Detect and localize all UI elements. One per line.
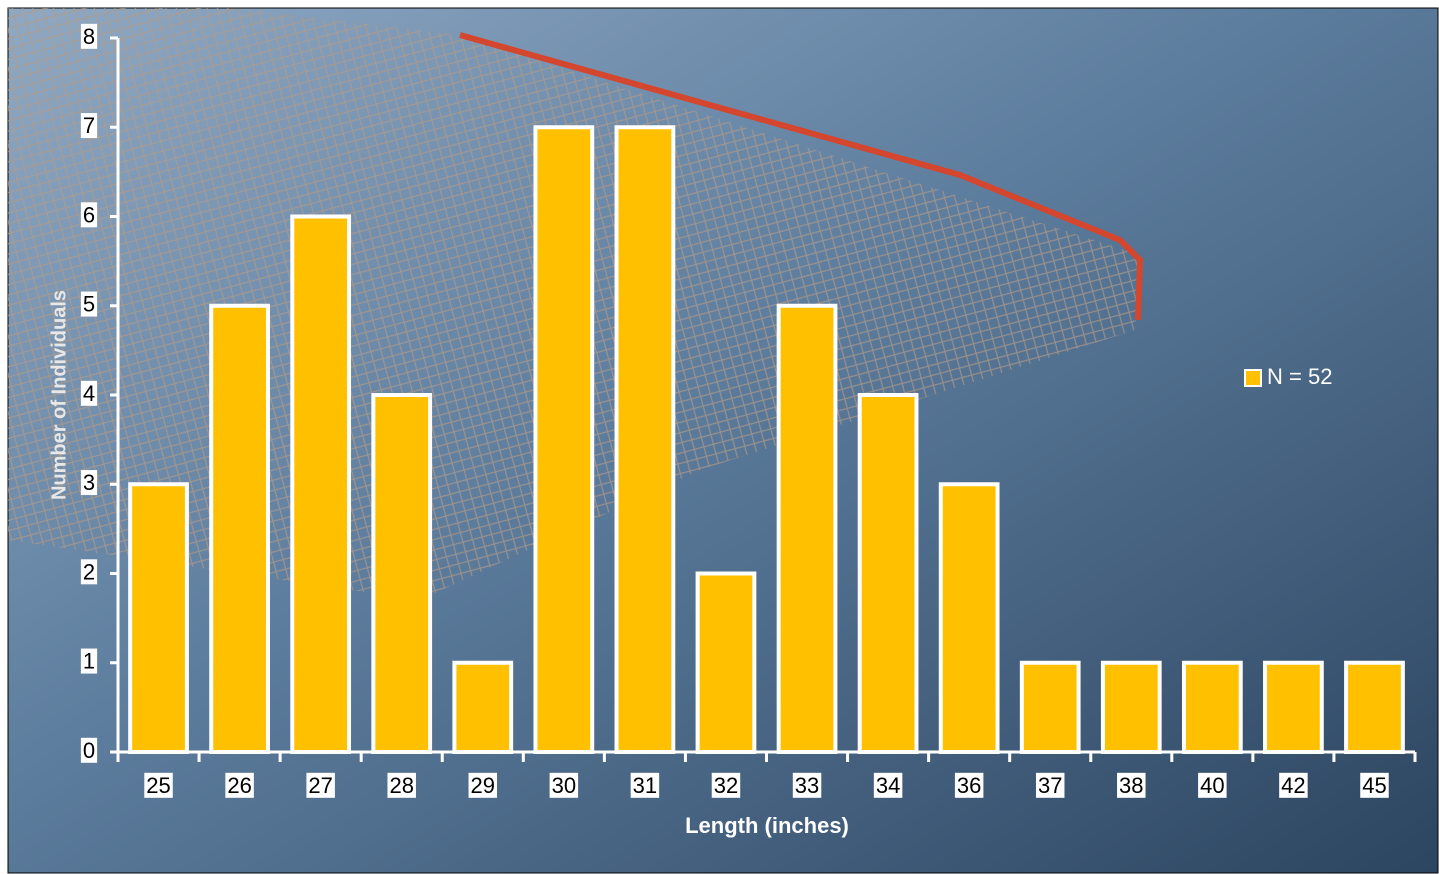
- y-tick-label-box: [80, 202, 98, 228]
- y-tick-label: 0: [83, 738, 95, 763]
- bar: [128, 482, 189, 754]
- net-frame: [459, 32, 1144, 321]
- x-tick-label-box: [306, 772, 335, 798]
- x-tick-label-box: [387, 772, 416, 798]
- bar: [1100, 660, 1162, 754]
- x-tick-label: 37: [1038, 773, 1062, 798]
- x-tick-label-box: [225, 772, 254, 798]
- x-tick-label: 36: [957, 773, 981, 798]
- bar: [1019, 660, 1081, 754]
- bar: [776, 303, 838, 754]
- x-tick-label: 30: [552, 773, 576, 798]
- x-tick-label-box: [873, 772, 903, 798]
- x-tick-label-box: [1360, 772, 1389, 798]
- x-tick-label-box: [1279, 772, 1308, 798]
- x-tick-label: 27: [308, 773, 332, 798]
- y-tick-label-box: [80, 291, 98, 317]
- x-tick-label: 29: [471, 773, 495, 798]
- x-tick-label: 28: [389, 773, 413, 798]
- bar: [1263, 660, 1324, 754]
- x-tick-label-box: [1035, 772, 1065, 798]
- x-tick-label-box: [549, 772, 579, 798]
- bar: [371, 393, 433, 754]
- y-tick-label-box: [80, 559, 98, 585]
- x-tick-label: 45: [1362, 773, 1386, 798]
- y-tick-label-box: [80, 648, 98, 674]
- x-tick-label-box: [954, 772, 984, 798]
- bar: [209, 303, 270, 754]
- y-tick-label: 6: [83, 202, 95, 227]
- x-tick-label-box: [792, 772, 822, 798]
- x-tick-label: 38: [1119, 773, 1143, 798]
- x-tick-label: 25: [146, 773, 170, 798]
- y-tick-label: 8: [83, 24, 95, 49]
- x-axis-title: Length (inches): [685, 813, 849, 838]
- y-axis-title: Number of Individuals: [48, 290, 70, 500]
- legend-swatch: [1244, 369, 1262, 387]
- x-tick-label-box: [144, 772, 173, 798]
- x-tick-label: 34: [876, 773, 900, 798]
- bar: [452, 660, 514, 754]
- bar: [1344, 660, 1405, 754]
- y-tick-label-box: [80, 470, 98, 496]
- x-tick-label-box: [630, 772, 660, 798]
- y-tick-label: 2: [83, 559, 95, 584]
- x-tick-label: 33: [795, 773, 819, 798]
- y-tick-label-box: [80, 737, 98, 763]
- x-tick-label-box: [468, 772, 498, 798]
- x-tick-label: 32: [714, 773, 738, 798]
- y-tick-label: 3: [83, 470, 95, 495]
- x-tick-label: 31: [633, 773, 657, 798]
- bar: [695, 571, 757, 754]
- x-tick-label-box: [711, 772, 741, 798]
- y-tick-label-box: [80, 380, 98, 406]
- bar: [290, 214, 352, 754]
- y-tick-label: 7: [83, 113, 95, 138]
- bar: [614, 125, 676, 754]
- y-tick-label: 4: [83, 381, 95, 406]
- bar: [857, 393, 919, 754]
- legend-label: N = 52: [1267, 364, 1332, 389]
- x-tick-label-box: [1117, 772, 1146, 798]
- x-tick-label-box: [1198, 772, 1227, 798]
- y-tick-label-box: [80, 23, 98, 49]
- bar: [533, 125, 595, 754]
- y-tick-label-box: [80, 113, 98, 139]
- y-tick-label: 1: [83, 649, 95, 674]
- x-tick-label: 26: [227, 773, 251, 798]
- bar: [1181, 660, 1243, 754]
- y-tick-label: 5: [83, 292, 95, 317]
- x-tick-label: 40: [1200, 773, 1224, 798]
- x-tick-label: 42: [1281, 773, 1305, 798]
- bar: [938, 482, 1000, 754]
